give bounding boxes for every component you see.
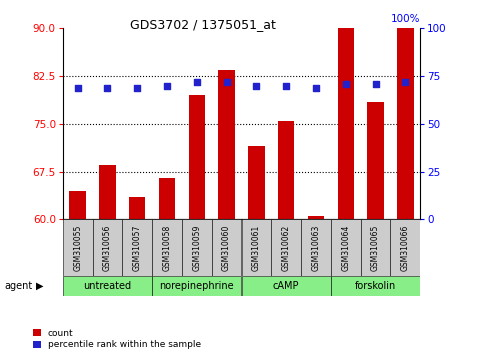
Text: GSM310060: GSM310060 <box>222 224 231 271</box>
Bar <box>63 276 152 296</box>
Point <box>133 85 141 90</box>
Bar <box>63 219 93 276</box>
Point <box>193 79 201 85</box>
Bar <box>99 165 115 219</box>
Text: GSM310055: GSM310055 <box>73 224 82 271</box>
Text: 100%: 100% <box>391 15 420 24</box>
Text: GSM310061: GSM310061 <box>252 225 261 271</box>
Point <box>223 79 230 85</box>
Point <box>163 83 171 88</box>
Bar <box>397 28 413 219</box>
Bar <box>331 219 361 276</box>
Bar <box>301 219 331 276</box>
Bar <box>129 197 145 219</box>
Point <box>74 85 82 90</box>
Text: agent: agent <box>5 281 33 291</box>
Text: GSM310066: GSM310066 <box>401 224 410 271</box>
Text: untreated: untreated <box>84 281 131 291</box>
Bar <box>331 276 420 296</box>
Text: GSM310064: GSM310064 <box>341 224 350 271</box>
Text: GSM310063: GSM310063 <box>312 224 320 271</box>
Bar <box>242 276 331 296</box>
Bar <box>212 219 242 276</box>
Text: GSM310065: GSM310065 <box>371 224 380 271</box>
Point <box>104 85 112 90</box>
Text: cAMP: cAMP <box>273 281 299 291</box>
Bar <box>93 219 122 276</box>
Text: GSM310058: GSM310058 <box>163 225 171 271</box>
Point <box>312 85 320 90</box>
Text: GSM310056: GSM310056 <box>103 224 112 271</box>
Bar <box>248 146 265 219</box>
Point <box>342 81 350 87</box>
Text: GSM310062: GSM310062 <box>282 225 291 271</box>
Bar <box>218 70 235 219</box>
Point <box>253 83 260 88</box>
Legend: count, percentile rank within the sample: count, percentile rank within the sample <box>33 329 201 349</box>
Bar <box>70 191 86 219</box>
Bar <box>189 95 205 219</box>
Bar <box>271 219 301 276</box>
Point <box>282 83 290 88</box>
Bar <box>361 219 390 276</box>
Bar <box>278 121 294 219</box>
Text: GSM310059: GSM310059 <box>192 224 201 271</box>
Bar <box>368 102 384 219</box>
Point <box>372 81 380 87</box>
Bar <box>182 219 212 276</box>
Bar <box>122 219 152 276</box>
Bar <box>338 28 354 219</box>
Bar <box>308 216 324 219</box>
Text: GDS3702 / 1375051_at: GDS3702 / 1375051_at <box>130 18 276 31</box>
Text: GSM310057: GSM310057 <box>133 224 142 271</box>
Bar <box>152 276 242 296</box>
Text: forskolin: forskolin <box>355 281 396 291</box>
Bar <box>390 219 420 276</box>
Bar <box>159 178 175 219</box>
Bar <box>152 219 182 276</box>
Point <box>401 79 409 85</box>
Text: norepinephrine: norepinephrine <box>159 281 234 291</box>
Text: ▶: ▶ <box>36 281 44 291</box>
Bar <box>242 219 271 276</box>
